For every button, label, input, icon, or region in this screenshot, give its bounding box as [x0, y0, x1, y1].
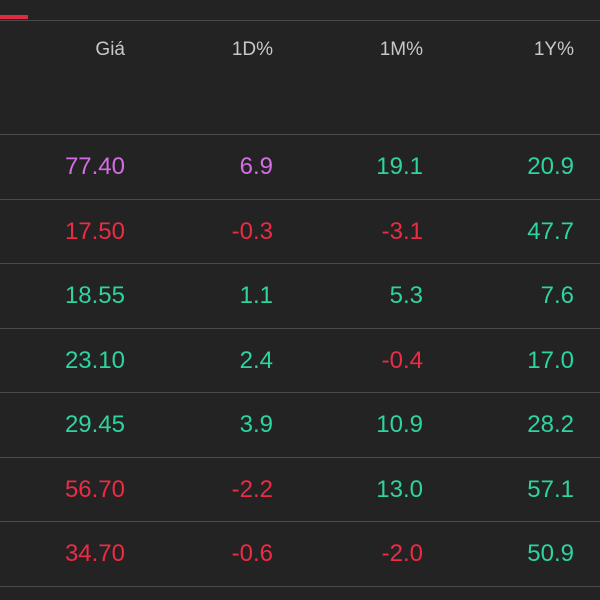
change-1m-cell: 19.1: [376, 153, 423, 180]
change-1d-cell: 2.4: [239, 346, 273, 374]
column-header-1d-change[interactable]: 1D%: [231, 39, 273, 60]
change-1y-cell: 28.2: [527, 411, 574, 438]
price-cell: 23.10: [64, 346, 125, 374]
table-row[interactable]: 77.40 6.9 19.1 20.9: [0, 135, 600, 200]
change-1y-cell: 47.7: [527, 217, 574, 245]
active-tab-indicator: [0, 15, 28, 19]
price-cell: 34.70: [64, 540, 125, 567]
change-1d-cell: 3.9: [239, 411, 273, 438]
table-row[interactable]: 18.55 1.1 5.3 7.6: [0, 264, 600, 329]
change-1m-cell: 5.3: [389, 282, 423, 309]
price-cell: 17.50: [64, 217, 125, 245]
table-row[interactable]: 29.45 3.9 10.9 28.2: [0, 393, 600, 458]
price-cell: 29.45: [64, 411, 125, 438]
price-cell: 18.55: [64, 282, 125, 309]
change-1y-cell: 20.9: [527, 153, 574, 180]
table-row[interactable]: 34.70 -0.6 -2.0 50.9: [0, 522, 600, 587]
change-1d-cell: -0.3: [231, 217, 273, 245]
column-header-price[interactable]: Giá: [95, 39, 125, 60]
table-row[interactable]: 56.70 -2.2 13.0 57.1: [0, 458, 600, 522]
tab-bar: [0, 0, 600, 21]
change-1d-cell: -2.2: [231, 475, 273, 503]
change-1d-cell: 1.1: [239, 282, 273, 309]
change-1m-cell: 10.9: [376, 411, 423, 438]
table-row[interactable]: 23.10 2.4 -0.4 17.0: [0, 329, 600, 393]
change-1d-cell: -0.6: [231, 540, 273, 567]
table-row[interactable]: 17.50 -0.3 -3.1 47.7: [0, 200, 600, 264]
change-1y-cell: 7.6: [540, 282, 574, 309]
table-body: 77.40 6.9 19.1 20.9 17.50 -0.3 -3.1 47.7…: [0, 135, 600, 587]
change-1y-cell: 57.1: [527, 475, 574, 503]
column-header-1y-change[interactable]: 1Y%: [533, 39, 574, 60]
column-header-1m-change[interactable]: 1M%: [379, 39, 423, 60]
change-1m-cell: 13.0: [376, 475, 423, 503]
price-cell: 56.70: [64, 475, 125, 503]
change-1y-cell: 50.9: [527, 540, 574, 567]
change-1y-cell: 17.0: [527, 346, 574, 374]
change-1d-cell: 6.9: [239, 153, 273, 180]
change-1m-cell: -3.1: [381, 217, 423, 245]
table-header: Giá 1D% 1M% 1Y%: [0, 21, 600, 135]
change-1m-cell: -0.4: [381, 346, 423, 374]
change-1m-cell: -2.0: [381, 540, 423, 567]
price-cell: 77.40: [64, 153, 125, 180]
